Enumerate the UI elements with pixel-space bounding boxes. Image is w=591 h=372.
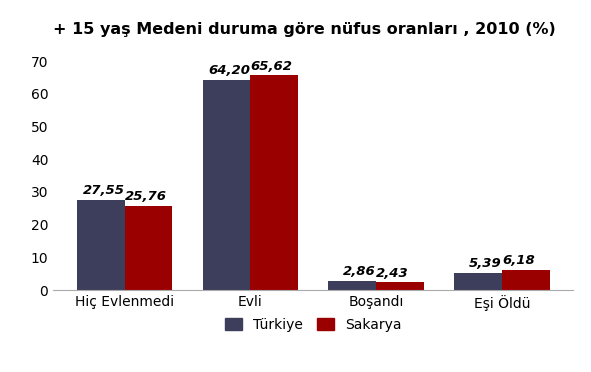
Text: 2,43: 2,43 — [376, 267, 409, 280]
Bar — [376, 282, 424, 290]
Bar — [203, 80, 251, 290]
Bar — [125, 206, 173, 290]
Bar — [502, 270, 550, 290]
Text: 27,55: 27,55 — [83, 185, 125, 198]
Text: 25,76: 25,76 — [125, 190, 167, 203]
Bar — [77, 200, 125, 290]
Legend: Türkiye, Sakarya: Türkiye, Sakarya — [220, 312, 407, 337]
Text: 6,18: 6,18 — [502, 254, 535, 267]
Text: 64,20: 64,20 — [209, 64, 251, 77]
Text: 65,62: 65,62 — [251, 60, 293, 73]
Text: 5,39: 5,39 — [469, 257, 502, 270]
Bar — [251, 76, 298, 290]
Text: + 15 yaş Medeni duruma göre nüfus oranları , 2010 (%): + 15 yaş Medeni duruma göre nüfus oranla… — [53, 22, 556, 36]
Bar — [454, 273, 502, 290]
Text: 2,86: 2,86 — [343, 265, 376, 278]
Bar — [329, 281, 376, 290]
